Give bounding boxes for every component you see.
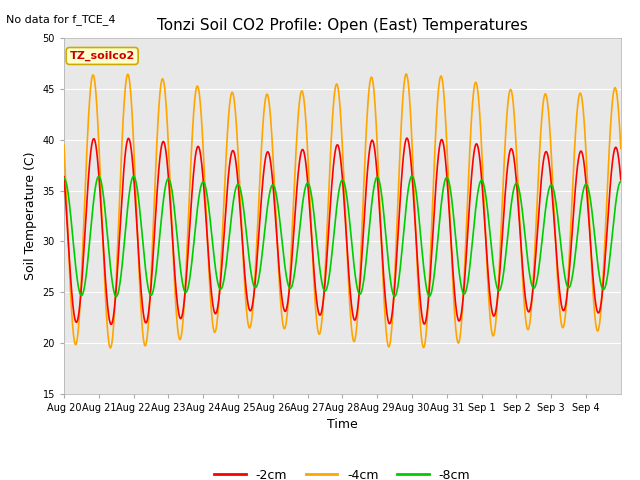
Text: TZ_soilco2: TZ_soilco2 (70, 51, 135, 61)
Legend: -2cm, -4cm, -8cm: -2cm, -4cm, -8cm (209, 464, 476, 480)
Y-axis label: Soil Temperature (C): Soil Temperature (C) (24, 152, 37, 280)
X-axis label: Time: Time (327, 418, 358, 431)
Title: Tonzi Soil CO2 Profile: Open (East) Temperatures: Tonzi Soil CO2 Profile: Open (East) Temp… (157, 18, 528, 33)
Text: No data for f_TCE_4: No data for f_TCE_4 (6, 14, 116, 25)
